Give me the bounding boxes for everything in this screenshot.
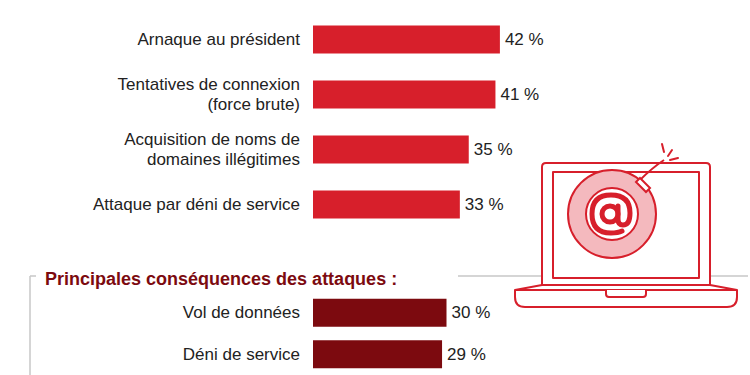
svg-text:Tentatives de connexion: Tentatives de connexion — [118, 75, 300, 94]
svg-text:29 %: 29 % — [447, 345, 486, 364]
svg-text:domaines illégitimes: domaines illégitimes — [147, 150, 300, 169]
svg-text:30 %: 30 % — [452, 303, 491, 322]
svg-text:33 %: 33 % — [465, 195, 504, 214]
svg-text:Vol de données: Vol de données — [183, 303, 300, 322]
svg-text:(force brute): (force brute) — [207, 95, 300, 114]
svg-text:Déni de service: Déni de service — [183, 345, 300, 364]
svg-text:35 %: 35 % — [474, 140, 513, 159]
svg-text:Arnaque au président: Arnaque au président — [137, 30, 300, 49]
svg-text:42 %: 42 % — [505, 30, 544, 49]
svg-text:Acquisition de noms de: Acquisition de noms de — [124, 130, 300, 149]
svg-text:Principales conséquences des a: Principales conséquences des attaques : — [45, 269, 397, 289]
svg-text:41 %: 41 % — [500, 85, 539, 104]
svg-text:Attaque par déni de service: Attaque par déni de service — [93, 195, 300, 214]
